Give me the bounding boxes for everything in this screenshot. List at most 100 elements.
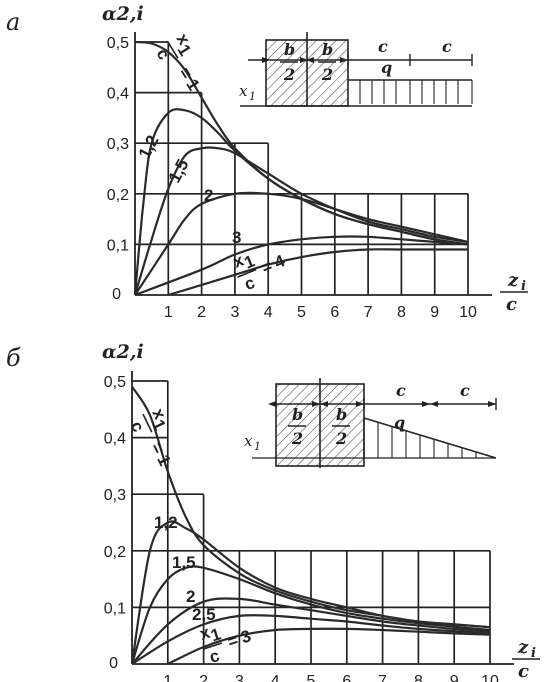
inset-c-b-1: c: [396, 381, 406, 400]
x-tick-a-6: 6: [330, 304, 339, 321]
x-axis-label-sub-b: i: [531, 646, 536, 661]
curve-label-b-2-5: 2,5: [192, 605, 216, 624]
series-line-a-3: [134, 235, 469, 297]
y-axis-label-a: α2,i: [102, 3, 144, 25]
x-tick-a-2: 2: [197, 304, 206, 321]
x-tick-a-3: 3: [230, 304, 239, 321]
series-line-b-1-5: [130, 565, 491, 665]
x-tick-b-10: 10: [481, 673, 499, 682]
y-tick-b-5: 0,5: [104, 374, 126, 391]
x-tick-b-1: 1: [163, 673, 172, 682]
x-axis-title-b: z i c: [512, 637, 540, 682]
y-tick-b-3: 0,3: [104, 487, 126, 504]
x-tick-b-5: 5: [307, 673, 316, 682]
inset-b-den-b-right: 2: [335, 429, 347, 448]
inset-diagram-a: b 2 b 2 c c q x 1: [239, 32, 473, 107]
x-tick-a-9: 9: [430, 304, 439, 321]
x-tick-a-1: 1: [164, 304, 173, 321]
x-axis-label-den-a: c: [506, 294, 517, 315]
series-line-b-3: [167, 627, 491, 665]
svg-text:c: c: [152, 45, 173, 63]
y-tick-b-2: 0,2: [104, 544, 126, 561]
inset-b-num-a-left: b: [284, 40, 295, 59]
panel-b: б α2,i z i c 1 2 3 4 5 6 7 8 9 100,10,20,30,40,50…: [6, 341, 540, 682]
series-line-b-1-2: [130, 520, 491, 665]
series-a: [133, 40, 469, 297]
ticks-b: 1 2 3 4 5 6 7 8 9 100,10,20,30,40,50: [104, 374, 499, 682]
y-tick-b-1: 0,1: [104, 600, 126, 617]
x-axis-title-a: z i c: [500, 270, 528, 315]
x-axis-label-den-b: c: [518, 661, 529, 682]
x-tick-a-10: 10: [459, 304, 477, 321]
series-line-a-1-2: [133, 108, 469, 296]
panel-a: а α2,i z i c 1 2 3 4 5 6 7 8 9 10 0,1 0,2 0,3 0,4 0,5 0…: [6, 3, 528, 321]
x-tick-b-4: 4: [271, 673, 280, 682]
inset-b-den-a-left: 2: [283, 65, 295, 84]
curve-label-a-3: 3: [232, 228, 241, 247]
x-tick-b-7: 7: [378, 673, 387, 682]
x-tick-a-7: 7: [364, 304, 373, 321]
inset-x1-b: x: [244, 432, 253, 450]
curve-label-b-1-2: 1,2: [154, 513, 178, 532]
inset-x1-sub-a: 1: [249, 90, 256, 103]
y-tick-a-5: 0,5: [107, 35, 129, 52]
x-axis-label-sub-a: i: [521, 279, 526, 294]
svg-text:c: c: [242, 273, 258, 294]
inset-b-num-b-right: b: [336, 405, 347, 424]
y-tick-a-2: 0,2: [107, 187, 129, 204]
curve-label-a-2: 2: [204, 186, 213, 205]
x-tick-b-6: 6: [342, 673, 351, 682]
series-line-a-1-5: [133, 146, 469, 296]
inset-b-num-b-left: b: [292, 405, 303, 424]
inset-b-num-a-right: b: [322, 40, 333, 59]
svg-text:1: 1: [153, 452, 174, 469]
series-line-a-2: [134, 191, 469, 296]
curve-label-a-1-2: 1,2: [135, 132, 163, 162]
series-line-b-2: [131, 597, 491, 665]
x-tick-b-9: 9: [450, 673, 459, 682]
inset-diagram-b: b 2 b 2 c c q x 1: [244, 378, 497, 468]
y-tick-a-1: 0,1: [107, 237, 129, 254]
x-tick-a-4: 4: [264, 304, 273, 321]
x-axis-label-num-a: z: [507, 270, 519, 291]
x-tick-b-2: 2: [199, 673, 208, 682]
curve-labels-b: x 1 c = 1 1,2 1,5 2 2,5 x 1 c = 3: [127, 405, 254, 667]
y-tick-a-4: 0,4: [107, 86, 129, 103]
grid-b: [131, 371, 514, 665]
y-axis-title-a: α2,i: [102, 3, 144, 25]
svg-text:4: 4: [272, 251, 288, 272]
svg-text:=: =: [225, 630, 240, 651]
series-b: [130, 386, 491, 665]
series-line-b-2-5: [131, 614, 491, 665]
inset-c-a-1: c: [378, 37, 388, 56]
inset-b-den-a-right: 2: [321, 65, 333, 84]
origin-label-a: 0: [112, 286, 121, 303]
panel-label-b: б: [6, 344, 21, 372]
inset-c-a-2: c: [442, 37, 452, 56]
y-axis-title-b: α2,i: [102, 341, 144, 363]
inset-x1-sub-b: 1: [254, 440, 261, 453]
grid-a: [134, 32, 492, 296]
y-tick-a-3: 0,3: [107, 136, 129, 153]
inset-c-b-2: c: [460, 381, 470, 400]
inset-x1-a: x: [239, 82, 248, 100]
x-tick-a-8: 8: [397, 304, 406, 321]
origin-label-b: 0: [109, 655, 118, 672]
x-tick-a-5: 5: [297, 304, 306, 321]
ticks-a: 1 2 3 4 5 6 7 8 9 10 0,1 0,2 0,3 0,4 0,5 0: [107, 35, 477, 321]
inset-b-den-b-left: 2: [291, 429, 303, 448]
svg-text:1: 1: [208, 624, 223, 645]
inset-q-b: q: [394, 413, 405, 432]
y-axis-label-b: α2,i: [102, 341, 144, 363]
panel-label-a: а: [6, 8, 20, 36]
x-tick-b-8: 8: [414, 673, 423, 682]
svg-text:c: c: [127, 418, 148, 435]
curve-label-a-1: x 1 c = 1: [152, 30, 203, 94]
x-tick-b-3: 3: [235, 673, 244, 682]
inset-q-a: q: [381, 58, 392, 77]
curve-label-b-2: 2: [186, 587, 195, 606]
curve-label-b-1-5: 1,5: [172, 553, 196, 572]
x-axis-label-num-b: z: [517, 637, 529, 658]
svg-text:3: 3: [238, 626, 253, 647]
